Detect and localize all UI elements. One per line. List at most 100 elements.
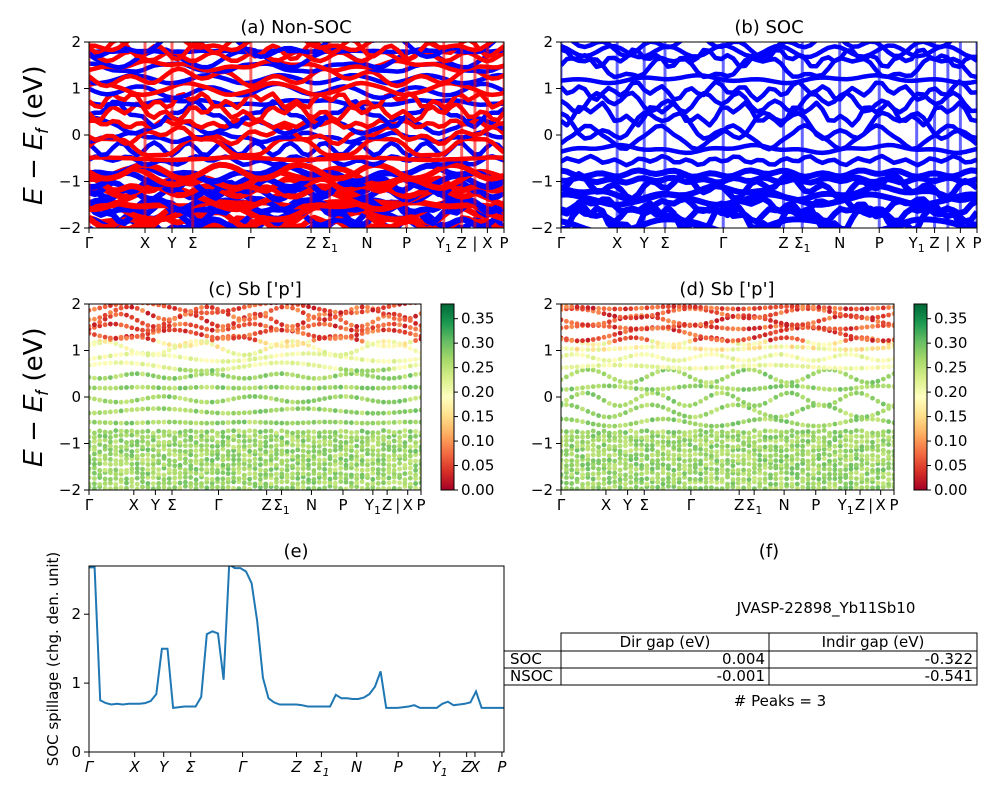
projection-point (854, 352, 859, 358)
projection-point (188, 463, 194, 468)
colorbar-tick-label: 0.20 (461, 383, 494, 401)
projection-point (183, 311, 188, 317)
projection-point (569, 304, 575, 310)
projection-point (660, 466, 666, 472)
projection-point (569, 429, 575, 435)
projection-point (590, 411, 596, 417)
projection-point (386, 321, 392, 327)
projection-point (671, 472, 677, 478)
projection-point (794, 392, 800, 397)
projection-point (188, 368, 194, 373)
projection-point (161, 321, 167, 327)
projection-point (247, 312, 253, 318)
projection-point (687, 414, 693, 420)
projection-point (870, 306, 875, 311)
projection-point (332, 484, 338, 490)
projection-point (241, 322, 247, 328)
projection-point (714, 476, 720, 481)
projection-point (880, 467, 886, 473)
projection-point (284, 448, 290, 454)
projection-point (580, 430, 585, 436)
projection-point (725, 422, 730, 428)
projection-point (413, 444, 418, 449)
projection-point (746, 363, 752, 369)
projection-point (778, 328, 784, 333)
projection-point (300, 453, 306, 459)
projection-point (247, 332, 253, 338)
projection-point (784, 335, 789, 341)
projection-point (156, 339, 162, 345)
projection-point (284, 339, 290, 344)
projection-point (682, 357, 687, 363)
projection-point (338, 352, 344, 358)
projection-point (746, 306, 752, 312)
projection-point (172, 316, 178, 322)
projection-point (843, 448, 849, 454)
projection-point (692, 469, 698, 475)
projection-point (89, 307, 92, 313)
projection-point (209, 327, 215, 333)
projection-point (590, 355, 596, 361)
projection-point (354, 348, 360, 354)
projection-point (580, 472, 585, 477)
projection-point (279, 343, 285, 349)
projection-point (204, 358, 210, 363)
projection-point (209, 470, 215, 476)
projection-point (773, 481, 779, 487)
projection-point (381, 367, 386, 373)
projection-point (682, 442, 687, 448)
projection-point (601, 341, 607, 347)
projection-point (247, 471, 253, 477)
projection-point (177, 470, 183, 476)
projection-point (215, 344, 220, 350)
projection-point (134, 486, 140, 490)
projection-point (381, 305, 386, 311)
projection-point (768, 353, 773, 358)
projection-point (617, 433, 623, 439)
projection-point (322, 321, 327, 327)
projection-point (741, 457, 746, 463)
projection-point (805, 339, 811, 345)
projection-point (880, 438, 886, 443)
projection-point (601, 451, 607, 457)
projection-point (332, 352, 338, 358)
projection-point (703, 423, 709, 429)
projection-point (145, 471, 151, 476)
projection-point (134, 397, 140, 403)
projection-point (666, 386, 671, 391)
band-line (89, 161, 504, 182)
projection-point (692, 383, 698, 389)
projection-point (601, 428, 607, 434)
projection-point (236, 461, 242, 467)
projection-point (623, 481, 628, 487)
projection-point (843, 393, 849, 399)
projection-point (789, 390, 795, 396)
projection-point (676, 447, 682, 453)
x-tick-label: Γ (719, 234, 728, 252)
projection-point (660, 310, 666, 316)
projection-point (741, 430, 746, 435)
projection-point (381, 437, 386, 443)
projection-point (816, 386, 822, 391)
projection-point (671, 461, 677, 467)
projection-point (725, 338, 730, 344)
projection-point (768, 331, 773, 336)
projection-point (89, 317, 92, 323)
projection-point (864, 439, 870, 444)
projection-point (639, 419, 644, 425)
projection-point (752, 457, 757, 463)
x-tick-label: Z (382, 496, 392, 514)
projection-point (316, 462, 322, 467)
projection-point (349, 484, 354, 490)
projection-point (306, 429, 311, 435)
projection-point (295, 420, 301, 426)
projection-point (596, 475, 601, 481)
projection-point (300, 457, 306, 463)
projection-point (161, 484, 167, 490)
projection-point (231, 335, 237, 341)
projection-point (580, 347, 585, 352)
x-tick-label: P (811, 496, 820, 514)
projection-point (752, 306, 757, 311)
projection-point (220, 420, 226, 426)
projection-point (880, 447, 886, 453)
